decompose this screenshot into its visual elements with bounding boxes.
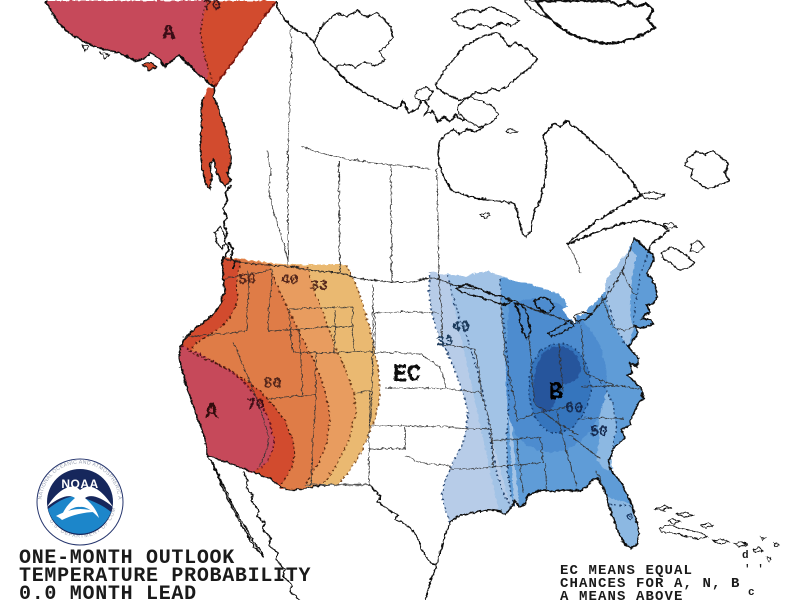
svg-text:A: A xyxy=(161,20,175,45)
svg-text:CHANCES FOR A, N, B: CHANCES FOR A, N, B xyxy=(560,576,741,592)
svg-text:NOAA: NOAA xyxy=(61,477,98,491)
svg-text:50: 50 xyxy=(237,271,255,288)
svg-text:40: 40 xyxy=(280,271,298,288)
svg-text:EC: EC xyxy=(392,361,421,388)
svg-text:A MEANS ABOVE: A MEANS ABOVE xyxy=(560,589,684,600)
svg-text:70: 70 xyxy=(202,0,220,14)
svg-text:33: 33 xyxy=(435,333,453,350)
svg-text:50: 50 xyxy=(589,423,607,440)
svg-text:TEMPERATURE PROBABILITY: TEMPERATURE PROBABILITY xyxy=(19,565,311,588)
svg-text:0: 0 xyxy=(626,512,632,523)
svg-text:70: 70 xyxy=(246,396,264,413)
svg-text:' ': ' ' xyxy=(744,564,764,576)
svg-text:40: 40 xyxy=(451,318,469,335)
svg-text:ONE-MONTH OUTLOOK: ONE-MONTH OUTLOOK xyxy=(19,547,235,570)
svg-text:EC MEANS EQUAL: EC MEANS EQUAL xyxy=(560,563,693,579)
svg-text:d: d xyxy=(742,550,749,562)
svg-text:A: A xyxy=(204,399,218,424)
svg-text:60: 60 xyxy=(263,375,281,392)
svg-text:0.0 MONTH LEAD: 0.0 MONTH LEAD xyxy=(19,583,197,600)
svg-text:60: 60 xyxy=(564,399,582,416)
svg-text:c: c xyxy=(748,587,755,599)
svg-text:33: 33 xyxy=(309,277,327,294)
svg-text:B: B xyxy=(548,379,562,406)
